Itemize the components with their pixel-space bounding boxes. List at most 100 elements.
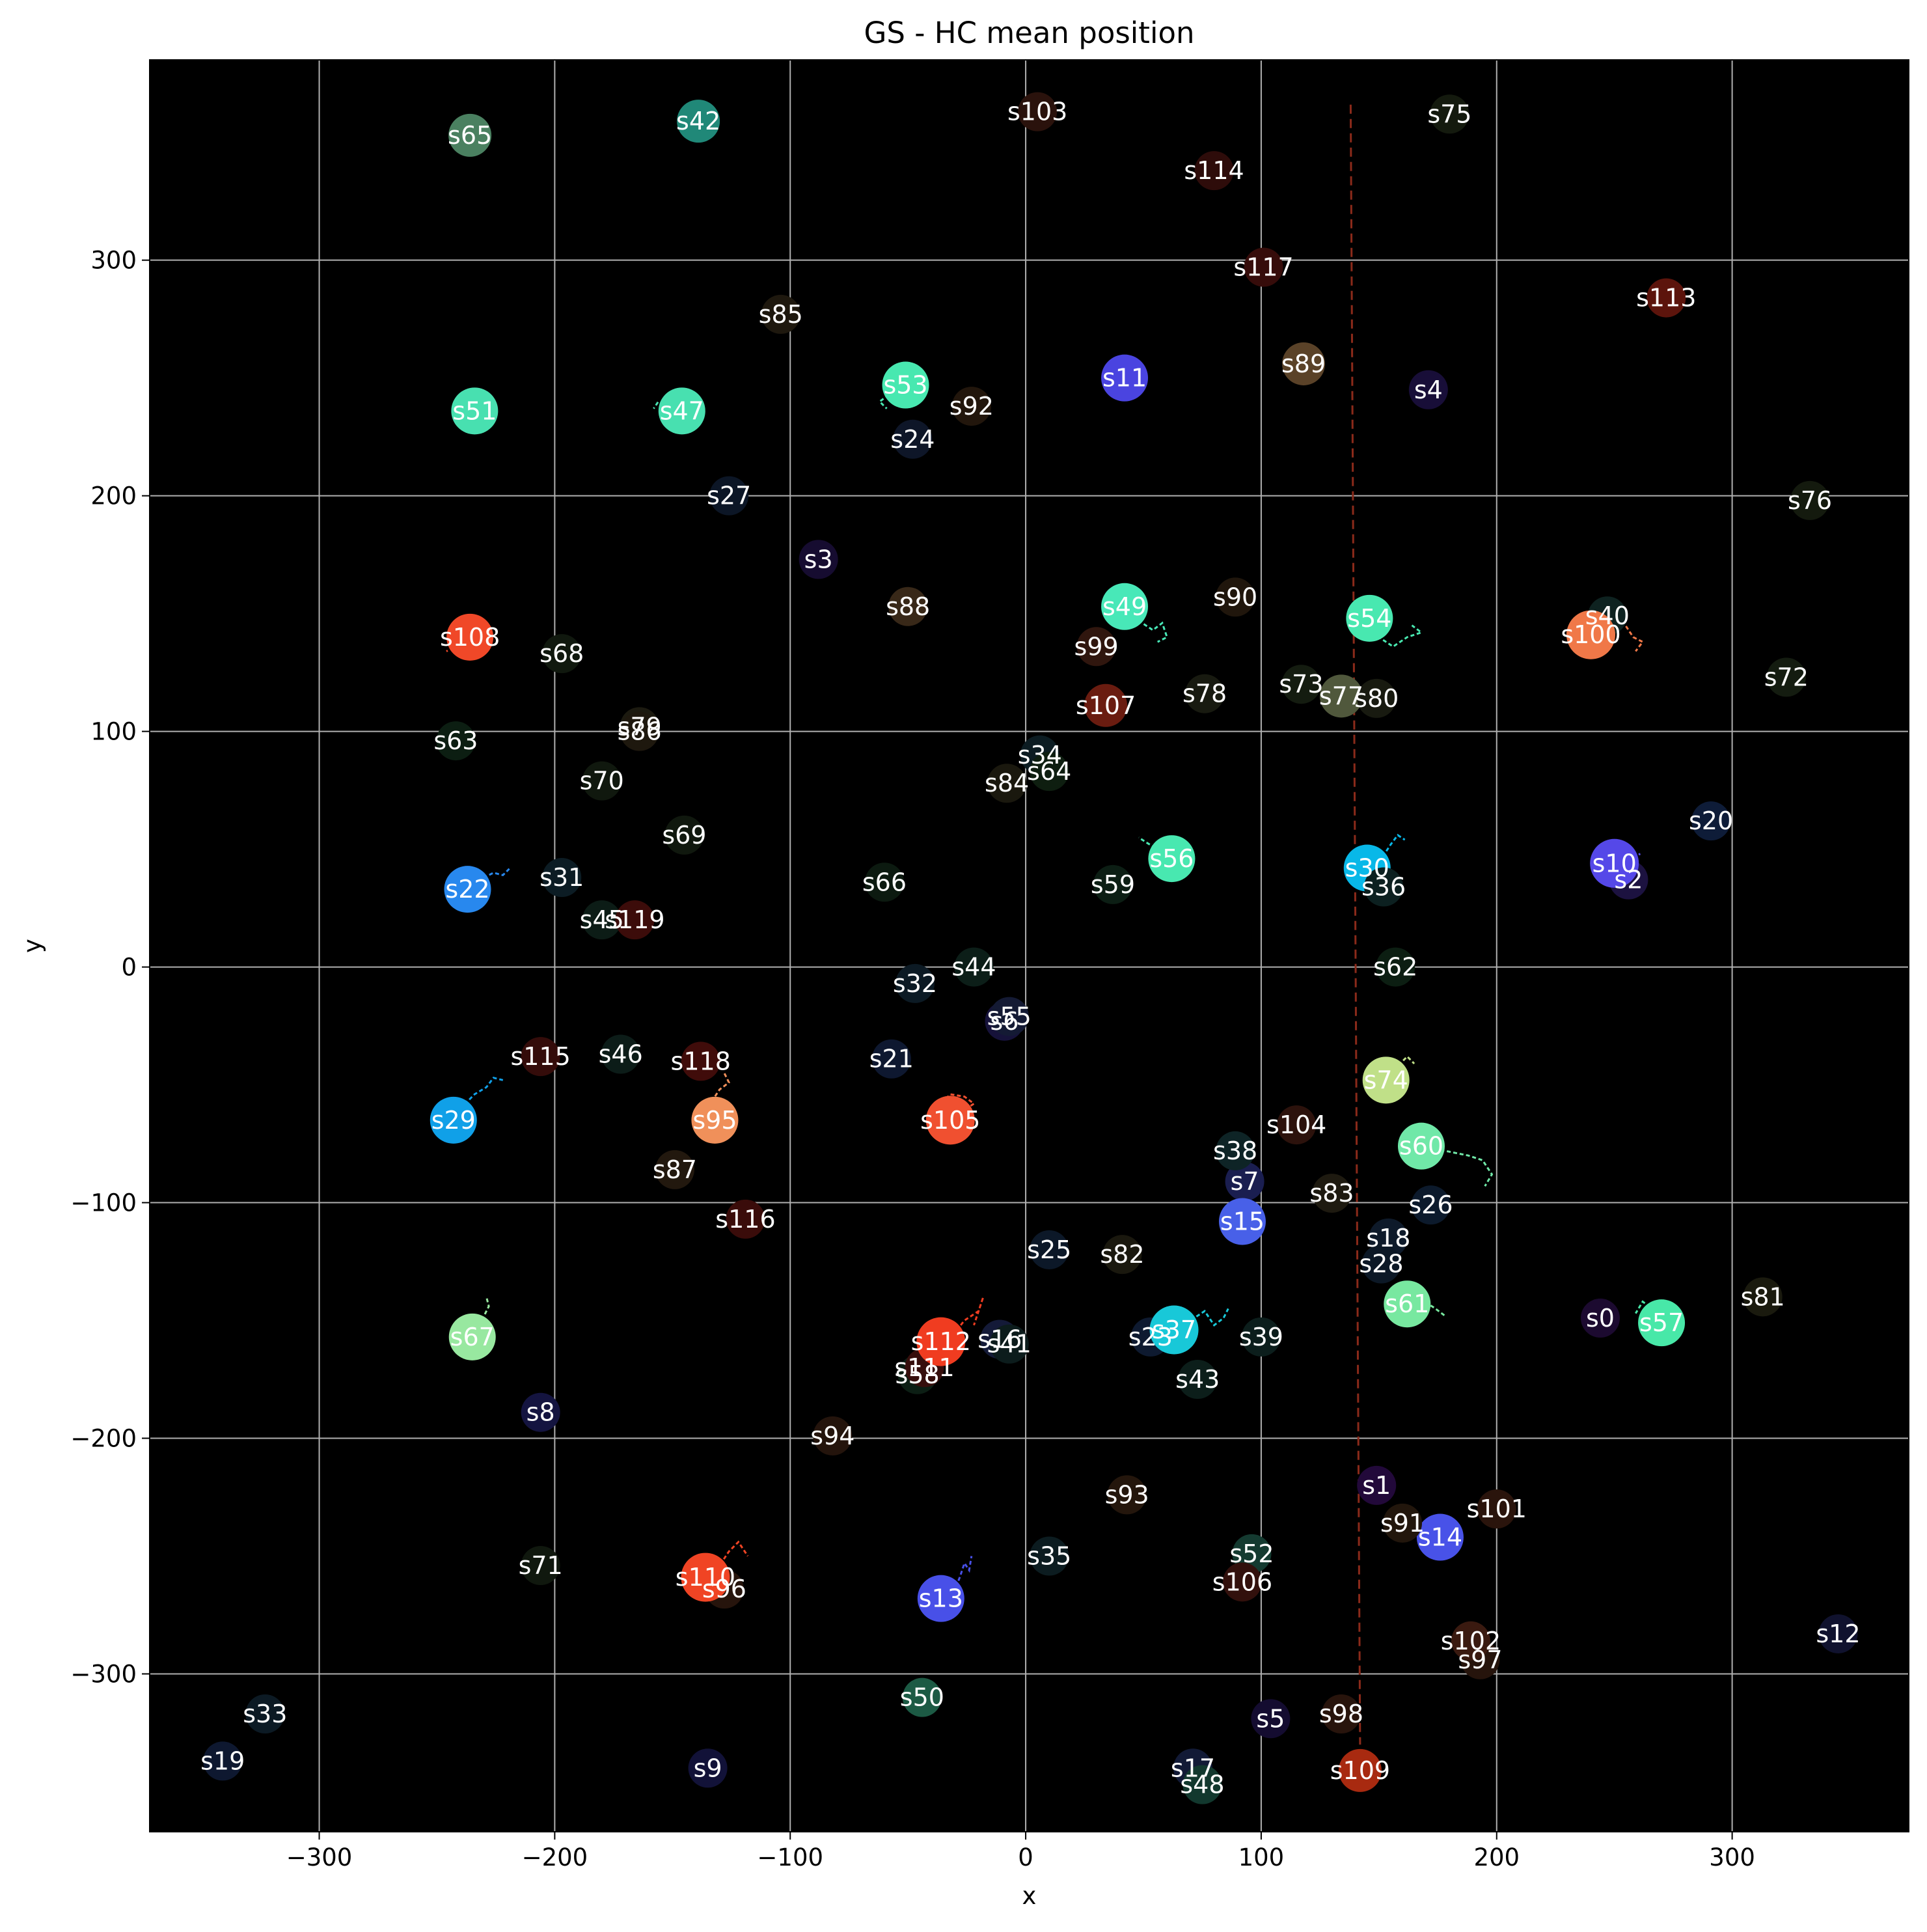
- point-label-s114: s114: [1184, 156, 1244, 185]
- point-s68: [542, 634, 582, 674]
- trail-s30: [1366, 833, 1406, 869]
- point-label-s98: s98: [1319, 1700, 1363, 1728]
- point-label-s111: s111: [894, 1353, 954, 1382]
- point-label-s10: s10: [1592, 849, 1637, 877]
- reference-line: [1349, 104, 1361, 1745]
- point-label-s91: s91: [1380, 1509, 1425, 1538]
- point-s109: [1338, 1748, 1382, 1792]
- point-s84: [987, 764, 1027, 803]
- point-label-s38: s38: [1213, 1137, 1257, 1165]
- point-label-s65: s65: [448, 121, 492, 150]
- point-s114: [1194, 151, 1234, 191]
- point-label-s13: s13: [919, 1584, 963, 1613]
- point-label-s2: s2: [1614, 866, 1643, 894]
- point-label-s29: s29: [431, 1106, 476, 1135]
- point-label-s88: s88: [886, 592, 930, 621]
- point-s82: [1102, 1235, 1142, 1275]
- point-s33: [245, 1694, 285, 1734]
- point-label-s94: s94: [810, 1422, 854, 1450]
- point-label-s41: s41: [987, 1330, 1032, 1359]
- point-label-s112: s112: [911, 1327, 971, 1356]
- point-s95: [691, 1096, 739, 1144]
- point-label-s78: s78: [1182, 680, 1227, 708]
- point-s112: [916, 1317, 966, 1366]
- point-label-s97: s97: [1458, 1646, 1502, 1674]
- grid: [150, 60, 1909, 1832]
- point-label-s69: s69: [662, 821, 706, 849]
- point-s41: [989, 1324, 1029, 1364]
- point-label-s100: s100: [1561, 620, 1620, 649]
- point-s22: [444, 866, 491, 913]
- point-label-s119: s119: [605, 905, 664, 934]
- point-s28: [1361, 1244, 1401, 1284]
- point-label-s61: s61: [1385, 1290, 1429, 1318]
- point-s115: [521, 1037, 560, 1077]
- point-s9: [688, 1748, 728, 1788]
- point-label-s92: s92: [950, 392, 994, 421]
- point-s75: [1430, 94, 1469, 134]
- point-label-s19: s19: [200, 1746, 245, 1775]
- point-s12: [1818, 1614, 1858, 1653]
- point-label-s35: s35: [1027, 1541, 1071, 1570]
- point-label-s9: s9: [694, 1754, 722, 1782]
- point-label-s37: s37: [1152, 1316, 1196, 1344]
- point-label-s24: s24: [890, 425, 935, 454]
- x-tick-label: 200: [1473, 1843, 1520, 1871]
- point-label-s47: s47: [660, 396, 704, 425]
- y-tick-label: 0: [121, 954, 137, 982]
- x-axis-ticks: −300 −200 −100 0 100 200 300: [286, 1832, 1755, 1871]
- point-s43: [1178, 1360, 1218, 1400]
- point-label-s52: s52: [1229, 1539, 1274, 1568]
- point-label-s105: s105: [920, 1106, 980, 1135]
- point-s118: [681, 1042, 720, 1081]
- point-label-s14: s14: [1418, 1523, 1462, 1552]
- point-label-s115: s115: [511, 1042, 571, 1071]
- point-label-s55: s55: [987, 1002, 1032, 1031]
- x-tick-label: 0: [1018, 1843, 1033, 1871]
- point-label-s68: s68: [540, 639, 584, 668]
- point-s105: [925, 1096, 975, 1145]
- x-tick-label: −300: [286, 1843, 353, 1871]
- point-label-s31: s31: [540, 863, 584, 892]
- point-label-s34: s34: [1018, 741, 1062, 769]
- point-label-s49: s49: [1102, 592, 1147, 621]
- point-label-s39: s39: [1239, 1323, 1283, 1351]
- point-label-s60: s60: [1399, 1132, 1443, 1161]
- point-label-s58: s58: [895, 1360, 940, 1389]
- point-s65: [448, 113, 492, 157]
- point-s36: [1364, 867, 1404, 907]
- point-label-s21: s21: [869, 1045, 914, 1073]
- point-label-s82: s82: [1100, 1240, 1144, 1269]
- point-s42: [677, 100, 720, 143]
- point-label-s33: s33: [243, 1700, 287, 1728]
- point-s62: [1376, 947, 1415, 987]
- point-s81: [1743, 1277, 1783, 1317]
- y-tick-label: 300: [90, 247, 137, 275]
- point-s73: [1281, 665, 1321, 704]
- point-s11: [1101, 354, 1149, 402]
- y-tick-label: −300: [70, 1660, 137, 1688]
- point-label-s72: s72: [1764, 663, 1809, 691]
- point-label-s70: s70: [580, 767, 624, 795]
- point-label-s22: s22: [445, 875, 489, 904]
- point-label-s107: s107: [1076, 691, 1136, 720]
- point-s70: [582, 761, 622, 801]
- point-label-s51: s51: [452, 396, 497, 425]
- point-label-s108: s108: [440, 623, 500, 652]
- point-s3: [799, 540, 838, 579]
- point-label-s75: s75: [1427, 100, 1471, 128]
- point-label-s101: s101: [1467, 1495, 1527, 1523]
- point-label-s54: s54: [1347, 604, 1391, 633]
- point-s100: [1566, 610, 1616, 659]
- point-label-s36: s36: [1361, 873, 1406, 902]
- point-label-s20: s20: [1689, 807, 1733, 835]
- chart-title: GS - HC mean position: [864, 16, 1194, 50]
- point-s20: [1691, 801, 1731, 841]
- point-label-s12: s12: [1816, 1620, 1860, 1648]
- point-label-s63: s63: [433, 726, 478, 755]
- point-s49: [1101, 583, 1149, 630]
- point-s25: [1030, 1230, 1069, 1269]
- point-label-s43: s43: [1175, 1365, 1220, 1394]
- point-s83: [1312, 1174, 1352, 1213]
